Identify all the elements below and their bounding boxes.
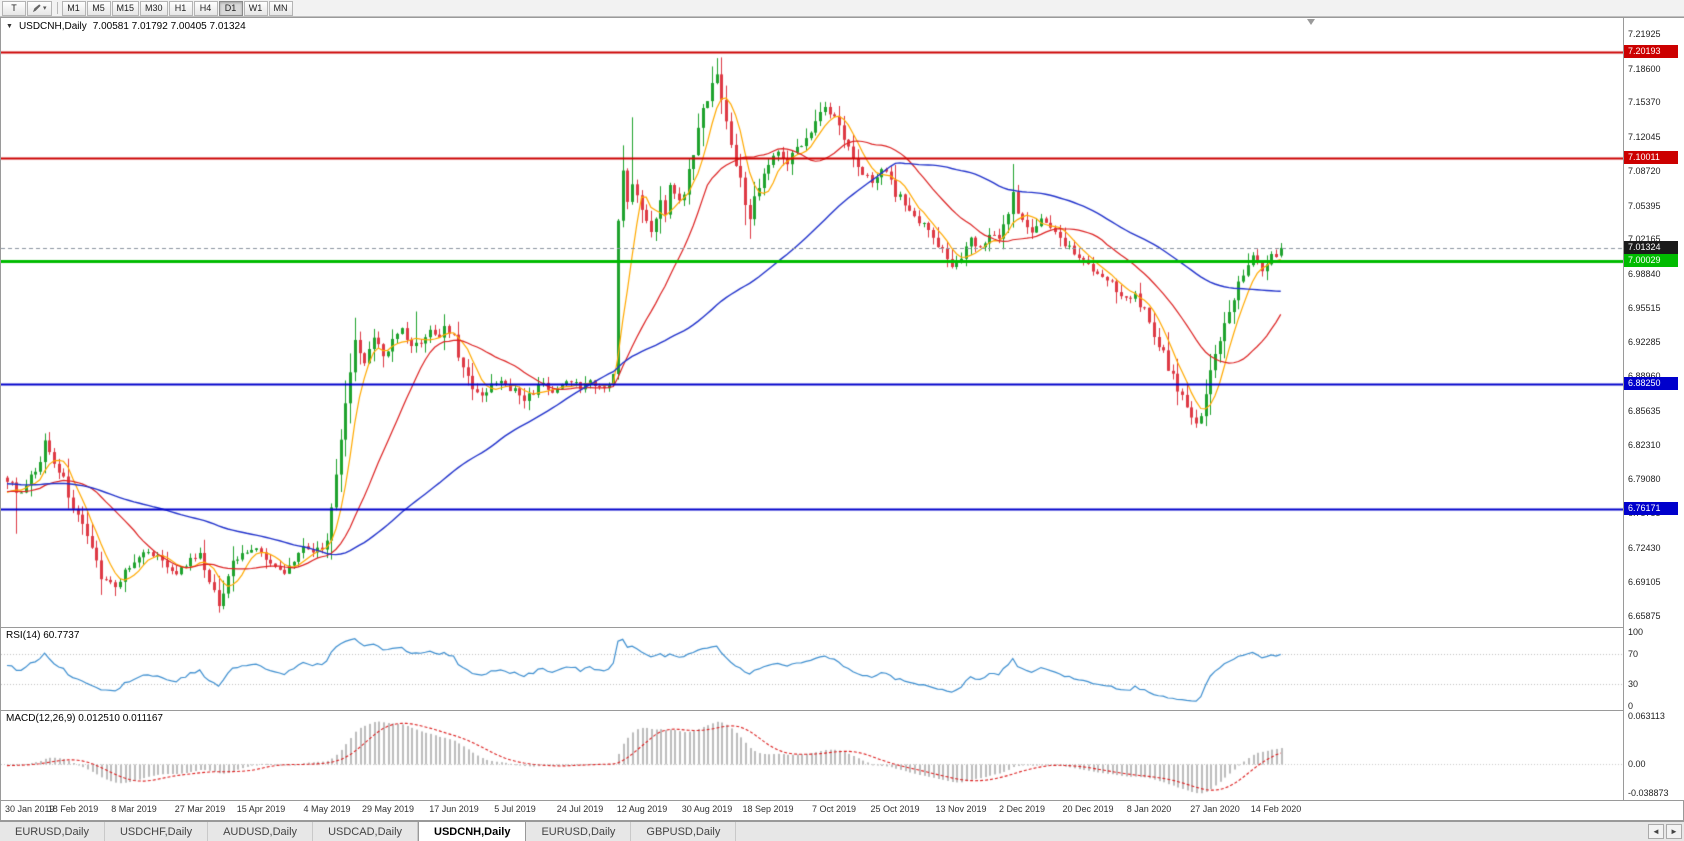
chart-tab-usdchf-daily[interactable]: USDCHF,Daily [105, 822, 209, 841]
price-axis-label: 7.08720 [1628, 166, 1661, 176]
date-axis-label: 2 Dec 2019 [998, 804, 1046, 814]
rsi-axis-label: 30 [1628, 679, 1639, 689]
timeframe-d1-button[interactable]: D1 [218, 0, 243, 16]
collapse-arrow-icon[interactable]: ▼ [6, 23, 13, 30]
date-axis-label: 17 Jun 2019 [429, 804, 479, 814]
date-axis-label: 18 Feb 2019 [47, 804, 99, 814]
price-axis-label: 7.15370 [1628, 97, 1661, 107]
text-tool-button[interactable]: T [2, 0, 26, 16]
price-axis-label: 6.98840 [1628, 269, 1661, 279]
price-axis-label: 6.69105 [1628, 577, 1661, 587]
date-axis-label: 30 Aug 2019 [681, 804, 733, 814]
timeframe-m1-button[interactable]: M1 [61, 0, 86, 16]
date-axis-label: 5 Jul 2019 [494, 804, 536, 814]
date-axis-label: 13 Nov 2019 [935, 804, 987, 814]
price-axis-label: 6.65875 [1628, 611, 1661, 621]
chart-tabs: EURUSD,Daily USDCHF,Daily AUDUSD,Daily USDC… [0, 821, 737, 841]
price-axis-label: 6.82310 [1628, 440, 1661, 450]
timeframe-m15-button[interactable]: M15 [111, 0, 140, 16]
price-axis-label: 6.79080 [1628, 474, 1661, 484]
toolbar: T ▾ M1 M5 M15 M30 H1 H4 D1 W1 MN [0, 0, 1684, 17]
rsi-axis-label: 70 [1628, 649, 1639, 659]
hline-price-tag: 6.88250 [1624, 377, 1678, 390]
chart-ohlc-readout: ▼ USDCNH,Daily 7.00581 7.01792 7.00405 7… [6, 21, 246, 32]
chart-tab-eurusd-daily[interactable]: EURUSD,Daily [526, 822, 632, 841]
date-axis-label: 30 Jan 2019 [5, 804, 55, 814]
timeframe-m30-button[interactable]: M30 [140, 0, 168, 16]
date-axis-label: 4 May 2019 [303, 804, 351, 814]
price-axis[interactable]: 7.21925 7.18600 7.15370 7.12045 7.08720 7.053… [1623, 18, 1684, 800]
rsi-panel-canvas[interactable] [1, 628, 1623, 710]
chart-tab-gbpusd-daily[interactable]: GBPUSD,Daily [631, 822, 737, 841]
price-axis-label: 7.12045 [1628, 132, 1661, 142]
macd-panel-canvas[interactable] [1, 711, 1623, 800]
chart-tab-eurusd-daily[interactable]: EURUSD,Daily [0, 822, 105, 841]
price-axis-label: 7.18600 [1628, 64, 1661, 74]
macd-label: MACD(12,26,9) 0.012510 0.011167 [6, 713, 163, 724]
date-axis-label: 27 Mar 2019 [174, 804, 226, 814]
rsi-axis-label: 100 [1628, 627, 1644, 637]
date-axis-label: 8 Jan 2020 [1126, 804, 1172, 814]
rsi-panel-separator[interactable] [1, 627, 1683, 628]
hline-price-tag: 7.10011 [1624, 151, 1678, 164]
timeframe-w1-button[interactable]: W1 [243, 0, 268, 16]
timeframe-mn-button[interactable]: MN [268, 0, 293, 16]
toolbar-separator [56, 2, 58, 14]
chart-symbol-label: USDCNH,Daily [18, 21, 87, 32]
date-axis-label: 8 Mar 2019 [111, 804, 157, 814]
pencil-icon [32, 3, 41, 12]
current-price-tag: 7.01324 [1624, 241, 1678, 254]
macd-axis-label: 0.063113 [1628, 711, 1665, 721]
date-axis-label: 27 Jan 2020 [1190, 804, 1240, 814]
chart-shift-marker[interactable] [1307, 19, 1315, 25]
timeframe-h4-button[interactable]: H4 [193, 0, 218, 16]
date-axis-label: 24 Jul 2019 [556, 804, 604, 814]
chart-tab-bar: EURUSD,Daily USDCHF,Daily AUDUSD,Daily USDC… [0, 821, 1684, 841]
chart-ohlc-values: 7.00581 7.01792 7.00405 7.01324 [92, 21, 246, 32]
date-axis-label: 25 Oct 2019 [870, 804, 920, 814]
timeframe-h1-button[interactable]: H1 [168, 0, 193, 16]
price-axis-label: 6.92285 [1628, 337, 1661, 347]
chart-window: ▼ USDCNH,Daily 7.00581 7.01792 7.00405 7… [0, 17, 1684, 821]
date-axis-label: 29 May 2019 [361, 804, 415, 814]
hline-price-tag: 7.20193 [1624, 45, 1678, 58]
date-axis-label: 7 Oct 2019 [811, 804, 857, 814]
price-axis-label: 6.72430 [1628, 543, 1661, 553]
draw-tools-button[interactable]: ▾ [27, 0, 52, 16]
main-chart-canvas[interactable] [1, 18, 1623, 627]
price-axis-label: 7.05395 [1628, 201, 1661, 211]
rsi-label: RSI(14) 60.7737 [6, 630, 80, 641]
rsi-axis-label: 0 [1628, 701, 1634, 711]
macd-axis-label: -0.038873 [1628, 788, 1669, 798]
date-axis-label: 15 Apr 2019 [236, 804, 286, 814]
hline-price-tag: 7.00029 [1624, 254, 1678, 267]
dropdown-arrow-icon: ▾ [43, 5, 47, 12]
price-axis-label: 7.21925 [1628, 29, 1661, 39]
chart-tab-audusd-daily[interactable]: AUDUSD,Daily [208, 822, 314, 841]
tab-scroll-buttons: ◄ ► [1648, 824, 1682, 839]
date-axis: 30 Jan 2019 18 Feb 2019 8 Mar 2019 27 Mar 2… [1, 801, 1623, 820]
macd-panel-separator[interactable] [1, 710, 1683, 711]
date-axis-label: 20 Dec 2019 [1062, 804, 1114, 814]
date-axis-label: 18 Sep 2019 [742, 804, 794, 814]
date-axis-label: 12 Aug 2019 [616, 804, 668, 814]
chart-tab-usdcnh-daily[interactable]: USDCNH,Daily [418, 821, 527, 841]
date-axis-label: 14 Feb 2020 [1250, 804, 1302, 814]
price-axis-label: 6.85635 [1628, 406, 1661, 416]
price-axis-label: 6.88960 [1628, 371, 1661, 381]
price-axis-label: 7.02165 [1628, 234, 1661, 244]
price-axis-label: 6.95515 [1628, 303, 1661, 313]
tabs-scroll-right-button[interactable]: ► [1666, 824, 1682, 839]
timeframe-buttons: M1 M5 M15 M30 H1 H4 D1 W1 MN [61, 0, 294, 16]
date-axis-separator [1, 800, 1683, 801]
hline-price-tag: 6.76171 [1624, 502, 1678, 515]
chart-tab-usdcad-daily[interactable]: USDCAD,Daily [313, 822, 419, 841]
tabs-scroll-left-button[interactable]: ◄ [1648, 824, 1664, 839]
timeframe-m5-button[interactable]: M5 [86, 0, 111, 16]
macd-axis-label: 0.00 [1628, 759, 1646, 769]
